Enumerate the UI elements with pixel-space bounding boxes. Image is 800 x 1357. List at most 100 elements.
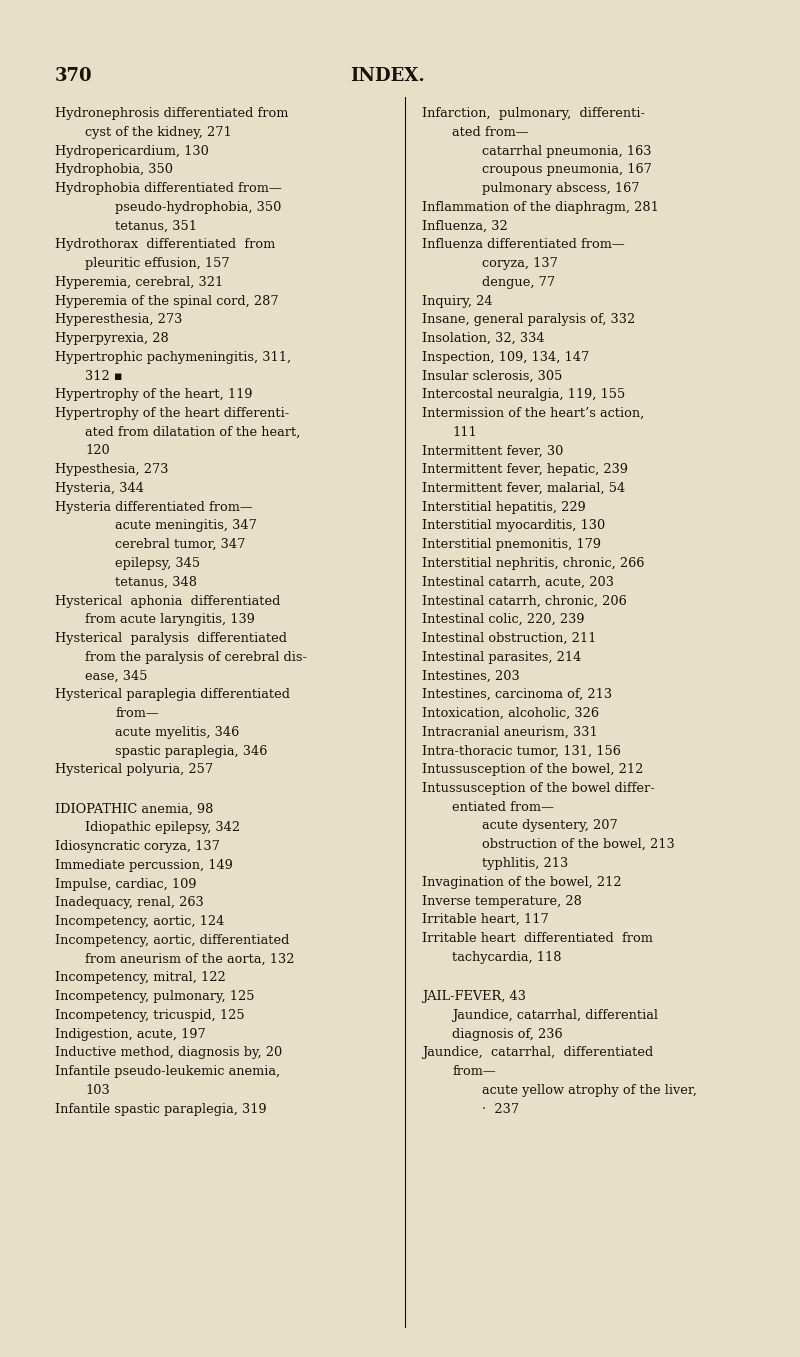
Text: Hydronephrosis differentiated from: Hydronephrosis differentiated from (55, 107, 288, 119)
Text: tetanus, 348: tetanus, 348 (115, 575, 197, 589)
Text: Hyperesthesia, 273: Hyperesthesia, 273 (55, 313, 182, 326)
Text: acute myelitis, 346: acute myelitis, 346 (115, 726, 239, 738)
Text: Insolation, 32, 334: Insolation, 32, 334 (422, 332, 545, 345)
Text: pleuritic effusion, 157: pleuritic effusion, 157 (85, 256, 230, 270)
Text: Influenza, 32: Influenza, 32 (422, 220, 508, 232)
Text: Intermittent fever, 30: Intermittent fever, 30 (422, 445, 563, 457)
Text: epilepsy, 345: epilepsy, 345 (115, 556, 200, 570)
Text: Hyperemia of the spinal cord, 287: Hyperemia of the spinal cord, 287 (55, 294, 278, 308)
Text: Hysterical  aphonia  differentiated: Hysterical aphonia differentiated (55, 594, 280, 608)
Text: catarrhal pneumonia, 163: catarrhal pneumonia, 163 (482, 144, 651, 157)
Text: Idiosyncratic coryza, 137: Idiosyncratic coryza, 137 (55, 840, 220, 854)
Text: Incompetency, aortic, differentiated: Incompetency, aortic, differentiated (55, 934, 290, 947)
Text: Jaundice,  catarrhal,  differentiated: Jaundice, catarrhal, differentiated (422, 1046, 654, 1060)
Text: Irritable heart  differentiated  from: Irritable heart differentiated from (422, 932, 653, 944)
Text: Inadequacy, renal, 263: Inadequacy, renal, 263 (55, 897, 204, 909)
Text: Inspection, 109, 134, 147: Inspection, 109, 134, 147 (422, 350, 590, 364)
Text: ated from—: ated from— (452, 126, 529, 138)
Text: Intestines, 203: Intestines, 203 (422, 669, 520, 683)
Text: ease, 345: ease, 345 (85, 669, 147, 683)
Text: Irritable heart, 117: Irritable heart, 117 (422, 913, 549, 927)
Text: Hypesthesia, 273: Hypesthesia, 273 (55, 463, 169, 476)
Text: croupous pneumonia, 167: croupous pneumonia, 167 (482, 163, 652, 176)
Text: Incompetency, mitral, 122: Incompetency, mitral, 122 (55, 972, 226, 984)
Text: 103: 103 (85, 1084, 110, 1096)
Text: Influenza differentiated from—: Influenza differentiated from— (422, 239, 625, 251)
Text: Insane, general paralysis of, 332: Insane, general paralysis of, 332 (422, 313, 635, 326)
Text: 111: 111 (452, 426, 477, 438)
Text: from aneurism of the aorta, 132: from aneurism of the aorta, 132 (85, 953, 294, 966)
Text: Intussusception of the bowel, 212: Intussusception of the bowel, 212 (422, 763, 643, 776)
Text: Intestinal colic, 220, 239: Intestinal colic, 220, 239 (422, 613, 585, 626)
Text: Intestinal parasites, 214: Intestinal parasites, 214 (422, 651, 582, 664)
Text: Inductive method, diagnosis by, 20: Inductive method, diagnosis by, 20 (55, 1046, 282, 1060)
Text: from—: from— (452, 1065, 496, 1077)
Text: Intercostal neuralgia, 119, 155: Intercostal neuralgia, 119, 155 (422, 388, 626, 402)
Text: Hypertrophy of the heart, 119: Hypertrophy of the heart, 119 (55, 388, 253, 402)
Text: Intermittent fever, malarial, 54: Intermittent fever, malarial, 54 (422, 482, 626, 495)
Text: pseudo-hydrophobia, 350: pseudo-hydrophobia, 350 (115, 201, 282, 214)
Text: Immediate percussion, 149: Immediate percussion, 149 (55, 859, 233, 873)
Text: Intestinal catarrh, acute, 203: Intestinal catarrh, acute, 203 (422, 575, 614, 589)
Text: Hysteria, 344: Hysteria, 344 (55, 482, 144, 495)
Text: Intermission of the heart’s action,: Intermission of the heart’s action, (422, 407, 644, 421)
Text: Intestinal obstruction, 211: Intestinal obstruction, 211 (422, 632, 596, 645)
Text: cerebral tumor, 347: cerebral tumor, 347 (115, 539, 246, 551)
Text: Incompetency, aortic, 124: Incompetency, aortic, 124 (55, 915, 224, 928)
Text: Intra-thoracic tumor, 131, 156: Intra-thoracic tumor, 131, 156 (422, 745, 621, 757)
Text: Interstitial myocarditis, 130: Interstitial myocarditis, 130 (422, 520, 606, 532)
Text: Hydrophobia, 350: Hydrophobia, 350 (55, 163, 173, 176)
Text: Hysterical  paralysis  differentiated: Hysterical paralysis differentiated (55, 632, 287, 645)
Text: Interstitial pnemonitis, 179: Interstitial pnemonitis, 179 (422, 539, 601, 551)
Text: Hydropericardium, 130: Hydropericardium, 130 (55, 144, 209, 157)
Text: JAIL-FEVER, 43: JAIL-FEVER, 43 (422, 991, 526, 1003)
Text: Invagination of the bowel, 212: Invagination of the bowel, 212 (422, 875, 622, 889)
Text: Impulse, cardiac, 109: Impulse, cardiac, 109 (55, 878, 197, 890)
Text: Hyperpyrexia, 28: Hyperpyrexia, 28 (55, 332, 169, 345)
Text: Intestinal catarrh, chronic, 206: Intestinal catarrh, chronic, 206 (422, 594, 626, 608)
Text: Hysteria differentiated from—: Hysteria differentiated from— (55, 501, 253, 514)
Text: INDEX.: INDEX. (350, 66, 425, 85)
Text: typhlitis, 213: typhlitis, 213 (482, 858, 568, 870)
Text: Infantile spastic paraplegia, 319: Infantile spastic paraplegia, 319 (55, 1103, 266, 1115)
Text: Intermittent fever, hepatic, 239: Intermittent fever, hepatic, 239 (422, 463, 628, 476)
Text: 312 ▪: 312 ▪ (85, 369, 122, 383)
Text: entiated from—: entiated from— (452, 801, 554, 814)
Text: Jaundice, catarrhal, differential: Jaundice, catarrhal, differential (452, 1008, 658, 1022)
Text: Intussusception of the bowel differ-: Intussusception of the bowel differ- (422, 782, 654, 795)
Text: 120: 120 (85, 445, 110, 457)
Text: Intracranial aneurism, 331: Intracranial aneurism, 331 (422, 726, 598, 738)
Text: from the paralysis of cerebral dis-: from the paralysis of cerebral dis- (85, 651, 307, 664)
Text: acute dysentery, 207: acute dysentery, 207 (482, 820, 618, 832)
Text: from—: from— (115, 707, 158, 721)
Text: Inverse temperature, 28: Inverse temperature, 28 (422, 894, 582, 908)
Text: pulmonary abscess, 167: pulmonary abscess, 167 (482, 182, 639, 195)
Text: 370: 370 (55, 66, 93, 85)
Text: tachycardia, 118: tachycardia, 118 (452, 951, 562, 963)
Text: Hydrothorax  differentiated  from: Hydrothorax differentiated from (55, 239, 275, 251)
Text: coryza, 137: coryza, 137 (482, 256, 558, 270)
Text: dengue, 77: dengue, 77 (482, 275, 555, 289)
Text: Idiopathic epilepsy, 342: Idiopathic epilepsy, 342 (85, 821, 240, 835)
Text: acute meningitis, 347: acute meningitis, 347 (115, 520, 257, 532)
Text: Insular sclerosis, 305: Insular sclerosis, 305 (422, 369, 562, 383)
Text: Intoxication, alcoholic, 326: Intoxication, alcoholic, 326 (422, 707, 599, 721)
Text: Intestines, carcinoma of, 213: Intestines, carcinoma of, 213 (422, 688, 612, 702)
Text: ated from dilatation of the heart,: ated from dilatation of the heart, (85, 426, 300, 438)
Text: Hysterical paraplegia differentiated: Hysterical paraplegia differentiated (55, 688, 290, 702)
Text: spastic paraplegia, 346: spastic paraplegia, 346 (115, 745, 267, 757)
Text: Hydrophobia differentiated from—: Hydrophobia differentiated from— (55, 182, 282, 195)
Text: Hypertrophic pachymeningitis, 311,: Hypertrophic pachymeningitis, 311, (55, 350, 291, 364)
Text: Inflammation of the diaphragm, 281: Inflammation of the diaphragm, 281 (422, 201, 659, 214)
Text: Infantile pseudo-leukemic anemia,: Infantile pseudo-leukemic anemia, (55, 1065, 280, 1077)
Text: Hypertrophy of the heart differenti-: Hypertrophy of the heart differenti- (55, 407, 290, 421)
Text: from acute laryngitis, 139: from acute laryngitis, 139 (85, 613, 255, 626)
Text: cyst of the kidney, 271: cyst of the kidney, 271 (85, 126, 232, 138)
Text: Incompetency, pulmonary, 125: Incompetency, pulmonary, 125 (55, 991, 254, 1003)
Text: ·  237: · 237 (482, 1103, 519, 1115)
Text: obstruction of the bowel, 213: obstruction of the bowel, 213 (482, 839, 674, 851)
Text: Incompetency, tricuspid, 125: Incompetency, tricuspid, 125 (55, 1008, 245, 1022)
Text: diagnosis of, 236: diagnosis of, 236 (452, 1027, 562, 1041)
Text: Hyperemia, cerebral, 321: Hyperemia, cerebral, 321 (55, 275, 223, 289)
Text: Inquiry, 24: Inquiry, 24 (422, 294, 493, 308)
